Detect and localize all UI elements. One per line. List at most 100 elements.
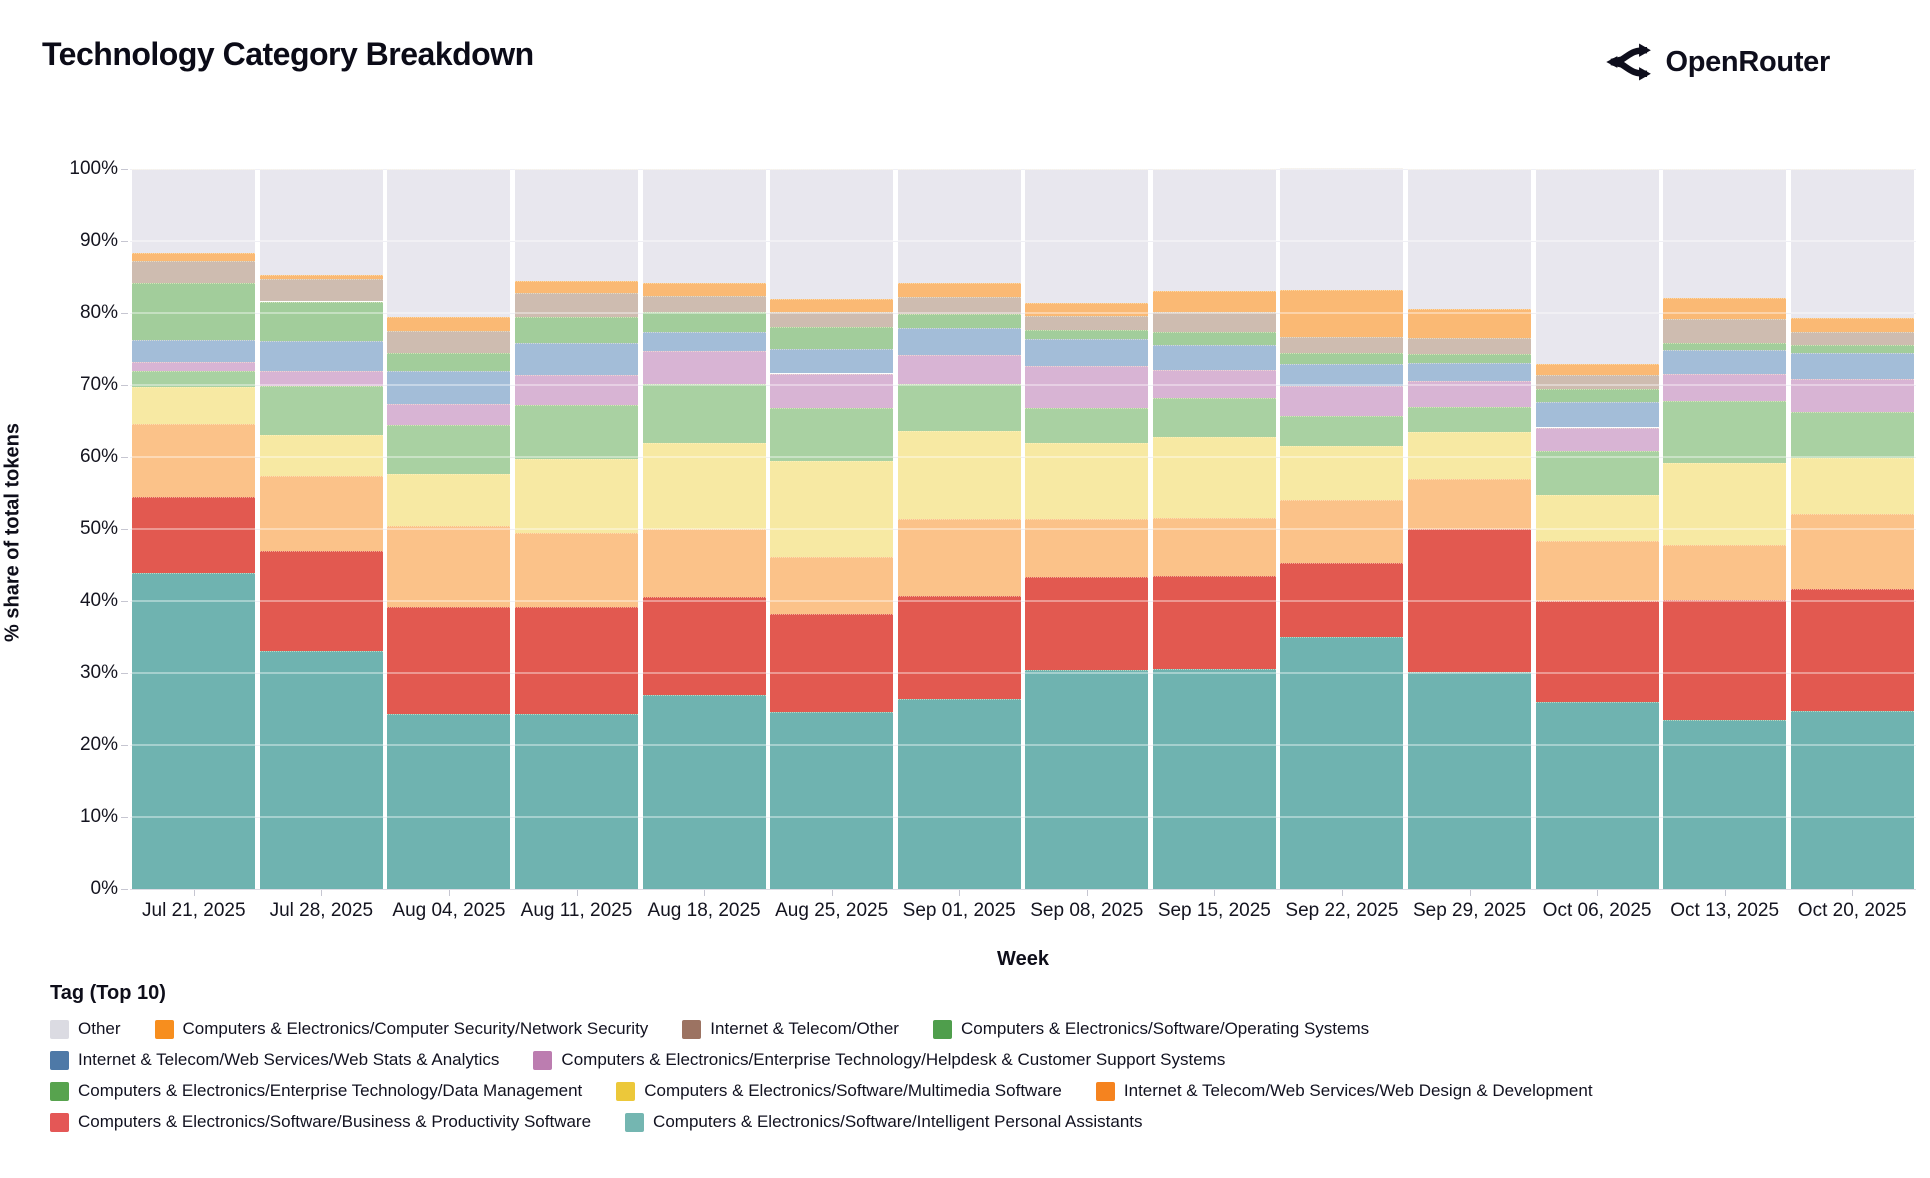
bar-segment-os[interactable] (642, 311, 766, 332)
bar-segment-ipa[interactable] (132, 572, 256, 889)
bar-segment-webdesign[interactable] (1790, 513, 1914, 589)
bar-segment-webdesign[interactable] (1152, 518, 1276, 576)
bar-segment-os[interactable] (1535, 388, 1659, 402)
bar-segment-netsec[interactable] (1790, 318, 1914, 333)
bar-segment-itother[interactable] (1663, 318, 1787, 344)
bar-segment-datamgmt[interactable] (132, 370, 256, 388)
bar-segment-datamgmt[interactable] (1535, 451, 1659, 496)
bar-segment-helpdesk[interactable] (1025, 366, 1149, 409)
bar-segment-netsec[interactable] (1152, 290, 1276, 313)
legend-item-bp[interactable]: Computers & Electronics/Software/Busines… (50, 1112, 591, 1132)
bar-segment-bp[interactable] (1663, 599, 1787, 720)
bar-segment-other[interactable] (1790, 169, 1914, 319)
bar-segment-netsec[interactable] (642, 282, 766, 297)
legend-item-webdesign[interactable]: Internet & Telecom/Web Services/Web Desi… (1095, 1081, 1593, 1101)
bar-segment-datamgmt[interactable] (515, 405, 638, 460)
bar-segment-bp[interactable] (1535, 601, 1659, 702)
bar-segment-itother[interactable] (1280, 336, 1404, 353)
bar-segment-ipa[interactable] (387, 714, 511, 889)
bar-segment-helpdesk[interactable] (387, 403, 511, 426)
bar-segment-os[interactable] (770, 326, 894, 349)
bar-segment-bp[interactable] (770, 613, 894, 712)
bar-segment-webstats[interactable] (387, 371, 511, 404)
bar-segment-datamgmt[interactable] (897, 383, 1021, 432)
bar-segment-multimedia[interactable] (132, 387, 256, 424)
bar-segment-multimedia[interactable] (642, 442, 766, 529)
bar-segment-bp[interactable] (1790, 588, 1914, 712)
bar-segment-multimedia[interactable] (1535, 495, 1659, 541)
bar-segment-ipa[interactable] (1280, 637, 1404, 889)
bar-segment-multimedia[interactable] (1408, 431, 1531, 479)
bar-segment-os[interactable] (1280, 352, 1404, 365)
bar-segment-ipa[interactable] (1790, 711, 1914, 889)
bar-segment-other[interactable] (1535, 169, 1659, 365)
bar-segment-ipa[interactable] (1408, 671, 1531, 889)
bar-segment-netsec[interactable] (770, 298, 894, 313)
bar-segment-webdesign[interactable] (770, 557, 894, 614)
bar-segment-webstats[interactable] (1408, 363, 1531, 382)
bar-segment-bp[interactable] (387, 606, 511, 715)
bar-segment-datamgmt[interactable] (1280, 415, 1404, 447)
bar-segment-multimedia[interactable] (1025, 442, 1149, 519)
bar-segment-ipa[interactable] (1663, 719, 1787, 889)
bar-segment-bp[interactable] (515, 606, 638, 715)
legend-item-itother[interactable]: Internet & Telecom/Other (682, 1019, 899, 1039)
bar-segment-webstats[interactable] (1663, 349, 1787, 375)
bar-segment-netsec[interactable] (515, 281, 638, 293)
bar-segment-bp[interactable] (897, 595, 1021, 699)
bar-segment-other[interactable] (1408, 169, 1531, 310)
bar-segment-netsec[interactable] (387, 317, 511, 331)
bar-segment-netsec[interactable] (132, 253, 256, 262)
bar-segment-multimedia[interactable] (1280, 446, 1404, 501)
bar-segment-datamgmt[interactable] (1152, 397, 1276, 437)
bar-segment-webstats[interactable] (642, 331, 766, 352)
bar-segment-other[interactable] (259, 169, 383, 275)
bar-segment-ipa[interactable] (1535, 701, 1659, 889)
bar-segment-datamgmt[interactable] (1790, 411, 1914, 458)
bar-segment-bp[interactable] (1280, 562, 1404, 637)
bar-segment-ipa[interactable] (642, 695, 766, 889)
bar-segment-multimedia[interactable] (770, 461, 894, 558)
bar-segment-webstats[interactable] (515, 342, 638, 375)
bar-segment-helpdesk[interactable] (132, 361, 256, 371)
legend-item-webstats[interactable]: Internet & Telecom/Web Services/Web Stat… (50, 1050, 499, 1070)
bar-segment-other[interactable] (1152, 169, 1276, 291)
bar-segment-other[interactable] (897, 169, 1021, 283)
bar-segment-netsec[interactable] (1663, 297, 1787, 319)
bar-segment-webdesign[interactable] (132, 423, 256, 498)
bar-segment-os[interactable] (387, 353, 511, 372)
bar-segment-helpdesk[interactable] (897, 354, 1021, 384)
bar-segment-bp[interactable] (259, 551, 383, 651)
bar-segment-os[interactable] (1663, 343, 1787, 350)
bar-segment-ipa[interactable] (515, 714, 638, 889)
bar-segment-other[interactable] (387, 169, 511, 318)
bar-segment-itother[interactable] (1790, 332, 1914, 346)
bar-segment-netsec[interactable] (1025, 302, 1149, 316)
bar-segment-itother[interactable] (770, 312, 894, 327)
bar-segment-helpdesk[interactable] (1152, 369, 1276, 398)
legend-item-netsec[interactable]: Computers & Electronics/Computer Securit… (154, 1019, 648, 1039)
bar-segment-helpdesk[interactable] (1790, 378, 1914, 412)
bar-segment-ipa[interactable] (897, 698, 1021, 889)
bar-segment-webdesign[interactable] (897, 518, 1021, 596)
bar-segment-webstats[interactable] (1535, 401, 1659, 428)
bar-segment-webdesign[interactable] (1663, 544, 1787, 600)
bar-segment-ipa[interactable] (1152, 669, 1276, 889)
bar-segment-multimedia[interactable] (387, 474, 511, 527)
legend-item-other[interactable]: Other (50, 1019, 121, 1039)
bar-segment-os[interactable] (132, 282, 256, 341)
bar-segment-other[interactable] (642, 169, 766, 283)
bar-segment-ipa[interactable] (259, 650, 383, 889)
bar-segment-multimedia[interactable] (259, 434, 383, 477)
bar-segment-datamgmt[interactable] (1663, 400, 1787, 463)
legend-item-multimedia[interactable]: Computers & Electronics/Software/Multime… (616, 1081, 1062, 1101)
bar-segment-itother[interactable] (642, 296, 766, 312)
bar-segment-webdesign[interactable] (1280, 500, 1404, 563)
bar-segment-webdesign[interactable] (1025, 518, 1149, 577)
bar-segment-helpdesk[interactable] (1535, 427, 1659, 452)
bar-segment-other[interactable] (1663, 169, 1787, 298)
bar-segment-datamgmt[interactable] (387, 425, 511, 475)
bar-segment-webstats[interactable] (1025, 338, 1149, 367)
bar-segment-helpdesk[interactable] (515, 374, 638, 406)
bar-segment-os[interactable] (1025, 330, 1149, 339)
